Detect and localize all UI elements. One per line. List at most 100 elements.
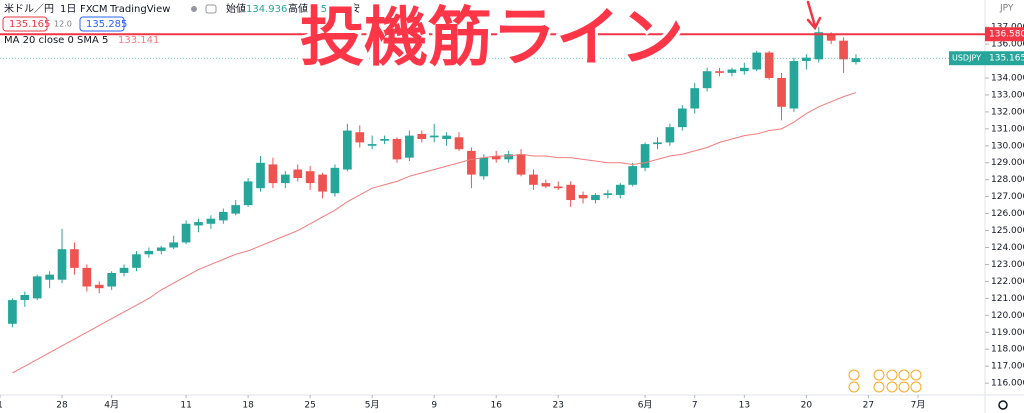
price-box <box>985 51 1024 66</box>
candle-body <box>243 181 253 206</box>
event-flags <box>848 369 922 393</box>
candle-body <box>591 194 600 201</box>
candle-body <box>814 32 824 60</box>
bid: 135.165 <box>9 19 50 30</box>
y-tick-label: 130.000 <box>991 141 1024 151</box>
candle-body <box>665 127 675 143</box>
flag <box>848 369 860 381</box>
candle-body <box>57 249 67 280</box>
candle-body <box>529 174 538 185</box>
candle-body <box>690 88 700 109</box>
plot-area <box>8 27 861 374</box>
candle-body <box>442 135 451 140</box>
candle-body <box>566 184 575 201</box>
candle-body <box>280 174 290 184</box>
candle-body <box>715 71 724 73</box>
candle-body <box>826 33 836 41</box>
candle-body <box>851 58 861 63</box>
flag <box>910 369 922 381</box>
ask: 135.285 <box>86 19 127 30</box>
candle-body <box>479 157 489 177</box>
flag <box>898 369 910 381</box>
y-tick-label: 132.000 <box>991 107 1024 117</box>
y-tick-label: 136.000 <box>991 40 1024 50</box>
level-label: 136.580 <box>989 30 1024 40</box>
x-tick-label: 7月 <box>911 400 926 411</box>
flag <box>886 369 898 381</box>
broker: FXCM <box>80 4 108 15</box>
x-tick-label: 11 <box>180 401 191 411</box>
chart-title: 投機筋ライン <box>300 2 684 76</box>
candle-body <box>144 250 154 255</box>
candle-body <box>156 247 166 251</box>
y-tick-label: 126.000 <box>991 209 1024 219</box>
candle-body <box>839 40 848 60</box>
x-tick-label: 25 <box>304 401 315 411</box>
x-tick-label: 13 <box>739 401 750 411</box>
x-tick-label: 4月 <box>104 400 119 411</box>
candle-body <box>355 132 365 143</box>
ticker-box <box>949 51 985 66</box>
candle-body <box>256 162 265 189</box>
y-tick-label: 116.000 <box>991 379 1024 389</box>
candle-body <box>169 242 179 248</box>
interval: 1日 <box>60 4 76 15</box>
candle-body <box>405 135 414 158</box>
candle-body <box>727 69 737 73</box>
candle-body <box>119 267 129 273</box>
candle-body <box>70 249 79 268</box>
ask-box[interactable] <box>79 16 125 32</box>
candle-body <box>268 164 278 184</box>
candle-body <box>553 186 563 189</box>
icon <box>205 4 217 14</box>
y-tick-label: 120.000 <box>991 311 1024 321</box>
platform: TradingView <box>109 4 170 15</box>
candle-body <box>94 284 104 289</box>
header: 米ドル／円 1日 FXCM TradingView 始値 134.936 高値 … <box>2 2 360 46</box>
candle-body <box>392 139 402 160</box>
spread: 12.0 <box>54 20 72 29</box>
level-label-box <box>985 27 1024 42</box>
candle-body <box>603 193 613 195</box>
x-tick-label: 27 <box>863 401 874 411</box>
candle-body <box>640 144 650 168</box>
currency: JPY <box>999 4 1014 14</box>
y-tick-label: 131.000 <box>991 124 1024 134</box>
y-tick-label: 129.000 <box>991 158 1024 168</box>
flag <box>898 381 910 393</box>
candle-body <box>429 135 439 138</box>
candle-body <box>491 155 501 160</box>
candle-body <box>504 154 513 160</box>
open-label: 始値 <box>226 2 246 15</box>
candle-body <box>293 169 303 179</box>
candle-body <box>20 294 30 301</box>
settings-icon[interactable] <box>998 400 1008 410</box>
y-tick-label: 124.000 <box>991 243 1024 253</box>
candle-body <box>194 222 203 226</box>
y-tick-label: 133.000 <box>991 90 1024 100</box>
flag <box>873 369 885 381</box>
candle-body <box>752 52 762 70</box>
y-tick-label: 125.000 <box>991 226 1024 236</box>
symbol: 米ドル／円 <box>4 2 54 15</box>
candle-body <box>45 274 54 280</box>
flag <box>848 381 860 393</box>
ma-value: 133.141 <box>118 35 159 46</box>
bid-box[interactable] <box>2 16 48 32</box>
candle-body <box>739 67 749 72</box>
y-tick-label: 123.000 <box>991 260 1024 270</box>
candle-body <box>789 61 799 109</box>
x-tick-label: 7 <box>692 401 698 411</box>
y-tick-label: 117.000 <box>991 362 1024 372</box>
candle-body <box>218 211 228 221</box>
y-tick-label: 119.000 <box>991 328 1024 338</box>
y-tick-label: 122.000 <box>991 277 1024 287</box>
flag <box>873 381 885 393</box>
candle-body <box>653 142 662 145</box>
ticker: USDJPY <box>952 54 981 63</box>
x-tick-label: 16 <box>490 401 502 411</box>
open-value: 134.936 <box>246 4 287 15</box>
candle-body <box>417 133 427 140</box>
low-label: 安 <box>350 2 360 15</box>
x-tick-label: 6月 <box>638 400 653 411</box>
